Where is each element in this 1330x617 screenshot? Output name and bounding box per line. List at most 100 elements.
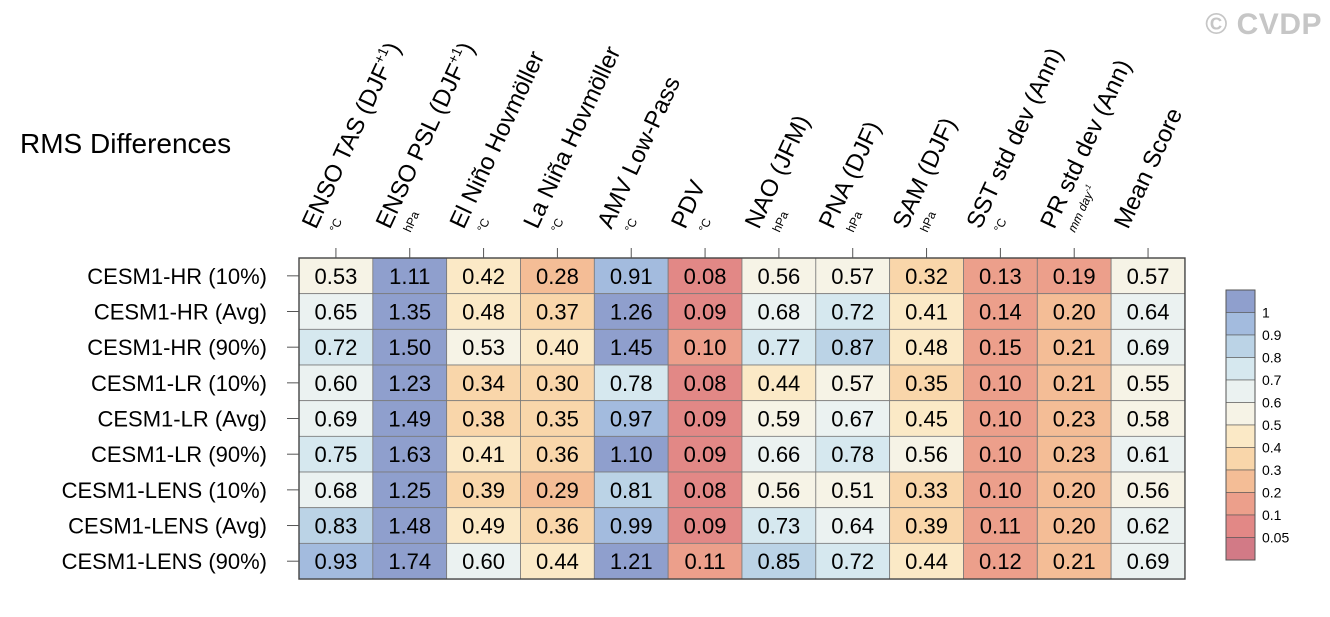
cell-value-label: 0.78 <box>610 371 653 396</box>
row-label: CESM1-LENS (Avg) <box>68 514 267 539</box>
cell-value-label: 0.72 <box>315 335 358 360</box>
column-unit: °C <box>622 216 641 234</box>
heatmap-cell <box>815 328 891 366</box>
cell-value-label: 0.20 <box>1053 478 1096 503</box>
cell-value-label: 0.42 <box>462 264 505 289</box>
heatmap-cell <box>1110 507 1186 544</box>
cell-value-label: 0.11 <box>684 549 725 574</box>
row-label: CESM1-HR (Avg) <box>94 300 267 325</box>
row-label: CESM1-HR (90%) <box>87 335 267 360</box>
cell-value-label: 0.69 <box>1127 549 1170 574</box>
cell-value-label: 0.93 <box>315 549 358 574</box>
cell-value-label: 1.21 <box>610 549 653 574</box>
cell-value-label: 0.73 <box>757 514 800 539</box>
cell-value-label: 0.36 <box>536 442 579 467</box>
cell-value-label: 0.13 <box>979 264 1022 289</box>
heatmap-cell <box>520 435 595 473</box>
heatmap-cell <box>1110 471 1186 509</box>
cell-value-label: 0.30 <box>536 371 579 396</box>
cell-value-label: 1.45 <box>610 335 653 360</box>
cell-value-label: 0.09 <box>684 407 727 432</box>
heatmap-cell <box>372 364 448 402</box>
heatmap-cell <box>667 293 743 330</box>
heatmap-cell <box>963 257 1038 295</box>
column-unit: °C <box>991 216 1010 234</box>
cell-value-label: 0.91 <box>610 264 653 289</box>
heatmap-cell <box>815 257 891 295</box>
colorbar-swatch <box>1225 402 1256 426</box>
cell-value-label: 0.66 <box>757 442 800 467</box>
cell-value-label: 0.53 <box>315 264 358 289</box>
colorbar-tick-label: 0.05 <box>1262 530 1289 546</box>
cell-value-label: 0.10 <box>684 335 727 360</box>
heatmap-cell <box>963 542 1038 580</box>
heatmap-cell <box>446 400 521 437</box>
cell-value-label: 0.08 <box>684 371 727 396</box>
colorbar-swatch <box>1225 469 1256 493</box>
cell-value-label: 0.57 <box>1127 264 1170 289</box>
cell-value-label: 1.23 <box>388 371 431 396</box>
cell-value-label: 0.53 <box>462 335 505 360</box>
cell-value-label: 0.55 <box>1127 371 1170 396</box>
cell-value-label: 0.33 <box>905 478 948 503</box>
chart-title: RMS Differences <box>20 128 232 159</box>
cell-value-label: 0.45 <box>905 407 948 432</box>
cell-value-label: 0.15 <box>979 335 1022 360</box>
cell-value-label: 0.48 <box>462 300 505 325</box>
cell-value-label: 0.23 <box>1053 407 1096 432</box>
heatmap-cell <box>298 293 374 330</box>
row-label: CESM1-LENS (10%) <box>62 478 267 503</box>
heatmap-cell <box>593 257 669 295</box>
heatmap-cell <box>298 435 374 473</box>
heatmap-cell <box>520 400 595 437</box>
heatmap-cell <box>1110 400 1186 437</box>
cell-value-label: 0.38 <box>462 407 505 432</box>
cell-value-label: 0.69 <box>315 407 358 432</box>
cell-value-label: 0.60 <box>462 549 505 574</box>
cell-value-label: 0.58 <box>1127 407 1170 432</box>
cell-value-label: 0.29 <box>536 478 579 503</box>
colorbar-tick-label: 0.9 <box>1262 327 1282 343</box>
cell-value-label: 1.10 <box>610 442 653 467</box>
cell-value-label: 1.26 <box>610 300 653 325</box>
cell-value-label: 0.44 <box>536 549 579 574</box>
cell-value-label: 0.40 <box>536 335 579 360</box>
column-unit: °C <box>548 216 567 234</box>
heatmap-cell <box>372 293 448 330</box>
cell-value-label: 0.75 <box>315 442 358 467</box>
cell-value-label: 0.21 <box>1053 335 1096 360</box>
cell-value-label: 0.09 <box>684 300 727 325</box>
heatmap-cell <box>667 328 743 366</box>
column-unit: °C <box>474 216 493 234</box>
cell-value-label: 0.21 <box>1053 549 1096 574</box>
cell-value-label: 0.57 <box>831 371 874 396</box>
cell-value-label: 0.12 <box>979 549 1022 574</box>
cell-value-label: 0.85 <box>757 549 800 574</box>
cell-value-label: 0.78 <box>831 442 874 467</box>
heatmap-cell <box>372 471 448 509</box>
cell-value-label: 0.23 <box>1053 442 1096 467</box>
cell-value-label: 0.39 <box>905 514 948 539</box>
row-label: CESM1-LR (10%) <box>91 371 267 396</box>
colorbar-swatch <box>1225 312 1256 336</box>
cell-value-label: 0.09 <box>684 442 727 467</box>
cell-value-label: 0.49 <box>462 514 505 539</box>
cell-value-label: 1.25 <box>388 478 431 503</box>
column-label: Mean Score <box>1109 104 1188 233</box>
heatmap-cell <box>593 400 669 437</box>
heatmap-cell <box>1110 435 1186 473</box>
row-label: CESM1-LR (90%) <box>91 442 267 467</box>
cell-value-label: 0.61 <box>1127 442 1170 467</box>
heatmap-cell <box>520 364 595 402</box>
colorbar-tick-label: 1 <box>1262 305 1270 321</box>
cell-value-label: 1.74 <box>388 549 431 574</box>
colorbar-tick-label: 0.8 <box>1262 350 1282 366</box>
cell-value-label: 0.20 <box>1053 300 1096 325</box>
heatmap-cell <box>372 435 448 473</box>
heatmap-cell <box>520 328 595 366</box>
cell-value-label: 0.09 <box>684 514 727 539</box>
cell-value-label: 0.19 <box>1053 264 1096 289</box>
cell-value-label: 0.81 <box>610 478 653 503</box>
cell-value-label: 0.83 <box>315 514 358 539</box>
